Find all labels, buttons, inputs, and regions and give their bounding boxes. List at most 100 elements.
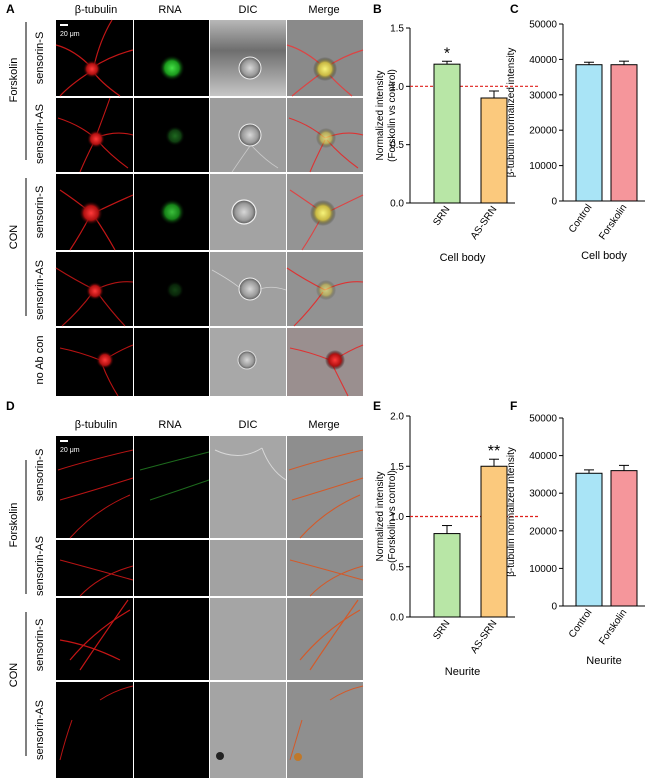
- row-label: sensorin-S: [34, 619, 46, 672]
- panel-letter-a: A: [6, 2, 15, 16]
- x-axis-label: Cell body: [581, 250, 627, 262]
- row-label: no Ab con: [34, 336, 46, 385]
- row-label: sensorin-S: [34, 186, 46, 239]
- bar: [610, 470, 638, 607]
- y-tick-label: 40000: [529, 55, 557, 66]
- panel-letter-f: F: [510, 399, 517, 413]
- y-tick-label: 1.0: [390, 512, 404, 523]
- significance-marker: **: [488, 443, 500, 460]
- y-tick-label: 0.0: [390, 199, 404, 210]
- column-header-rna: RNA: [158, 419, 182, 431]
- bar: [433, 533, 461, 618]
- x-tick-label: SRN: [431, 204, 452, 228]
- row-label: sensorin-AS: [34, 536, 46, 596]
- y-tick-label: 0: [551, 602, 557, 613]
- micrograph-rna: [134, 98, 209, 172]
- y-tick-label: 50000: [529, 20, 557, 31]
- micrograph-grid-bottom: β-tubulin RNA DIC Merge Forskolin CON se…: [8, 419, 364, 778]
- y-tick-label: 0.0: [390, 613, 404, 624]
- group-label-forskolin: Forskolin: [8, 58, 20, 103]
- micrograph-dic: [210, 682, 286, 778]
- micrograph-beta-tubulin: [56, 682, 134, 778]
- bar: [480, 465, 508, 618]
- micrograph-rna: [134, 252, 209, 326]
- micrograph-dic: [210, 598, 286, 680]
- y-tick-label: 10000: [529, 161, 557, 172]
- micrograph-rna: [134, 174, 209, 250]
- micrograph-dic: [210, 436, 287, 538]
- y-tick-label: 0.5: [390, 562, 404, 573]
- micrograph-beta-tubulin: [56, 174, 134, 251]
- micrograph-merge: [287, 174, 364, 251]
- column-header-dic: DIC: [239, 419, 258, 431]
- micrograph-merge: [286, 252, 364, 327]
- y-tick-label: 20000: [529, 526, 557, 537]
- micrograph-merge: [286, 20, 364, 97]
- micrograph-dic: [210, 328, 286, 396]
- column-header-rna: RNA: [158, 4, 182, 16]
- panel-letter-c: C: [510, 2, 519, 16]
- micrograph-dic: [210, 20, 286, 96]
- micrograph-beta-tubulin: 20 μm: [55, 19, 134, 97]
- micrograph-beta-tubulin: 20 μm: [56, 436, 134, 539]
- panel-letter-d: D: [6, 399, 15, 413]
- y-axis-label: Normalized intensity: [375, 70, 386, 160]
- bar-chart-f: 0 10000 20000 30000 40000 50000 Control Forskol…: [506, 414, 645, 667]
- micrograph-merge: [287, 540, 364, 597]
- x-axis-label: Neurite: [586, 655, 621, 667]
- micrograph-rna: [134, 682, 209, 778]
- micrograph-beta-tubulin: [56, 97, 134, 173]
- scale-bar-label: 20 μm: [60, 447, 80, 454]
- y-tick-label: 0.5: [390, 140, 404, 151]
- y-tick-label: 1.5: [390, 24, 404, 35]
- column-header-dic: DIC: [239, 4, 258, 16]
- y-tick-label: 0: [551, 197, 557, 208]
- bar-chart-e: 0.0 0.5 1.0 1.5 2.0 SRN AS-SRN ** Neurite Normali…: [375, 412, 539, 678]
- column-header-beta-tubulin: β-tubulin: [75, 4, 117, 16]
- panel-letter-b: B: [373, 2, 382, 16]
- y-tick-label: 20000: [529, 126, 557, 137]
- bar: [433, 63, 461, 204]
- micrograph-beta-tubulin: [55, 252, 134, 327]
- micrograph-rna: [134, 540, 209, 596]
- bar: [575, 64, 603, 202]
- x-tick-label: Control: [567, 202, 595, 235]
- micrograph-rna: [134, 598, 209, 680]
- x-tick-label: SRN: [431, 618, 452, 642]
- y-axis-label: β-tubulin normalized intensity: [506, 48, 517, 178]
- group-label-con: CON: [8, 225, 20, 250]
- group-label-con: CON: [8, 663, 20, 688]
- y-tick-label: 50000: [529, 414, 557, 425]
- x-tick-label: AS-SRN: [469, 204, 500, 241]
- x-tick-label: Forskolin: [597, 202, 629, 242]
- x-axis-label: Neurite: [445, 666, 480, 678]
- y-tick-label: 10000: [529, 564, 557, 575]
- micrograph-dic: [210, 174, 286, 250]
- micrograph-rna: [134, 328, 209, 396]
- y-tick-label: 1.0: [390, 82, 404, 93]
- y-tick-label: 2.0: [390, 412, 404, 423]
- y-axis-label: Normalized intensity: [375, 471, 386, 561]
- micrograph-beta-tubulin: [56, 598, 133, 680]
- micrograph-merge: [287, 328, 364, 397]
- micrograph-merge: [287, 598, 363, 680]
- group-label-forskolin: Forskolin: [8, 503, 20, 548]
- scale-bar-label: 20 μm: [60, 31, 80, 38]
- significance-marker: *: [444, 45, 450, 62]
- row-label: sensorin-S: [34, 32, 46, 85]
- bar: [480, 97, 508, 204]
- micrograph-dic: [210, 540, 286, 596]
- column-header-beta-tubulin: β-tubulin: [75, 419, 117, 431]
- y-axis-label: (Forskolin vs control): [387, 69, 398, 162]
- micrograph-dic: [210, 252, 287, 326]
- micrograph-dic: [210, 98, 286, 173]
- y-axis-label: β-tubulin normalized intensity: [506, 447, 517, 577]
- x-tick-label: Control: [567, 607, 595, 640]
- column-header-merge: Merge: [308, 419, 339, 431]
- row-label: sensorin-S: [34, 449, 46, 502]
- y-tick-label: 1.5: [390, 462, 404, 473]
- micrograph-merge: [287, 682, 364, 778]
- bar: [610, 64, 638, 202]
- row-label: sensorin-AS: [34, 104, 46, 164]
- bar: [575, 472, 603, 607]
